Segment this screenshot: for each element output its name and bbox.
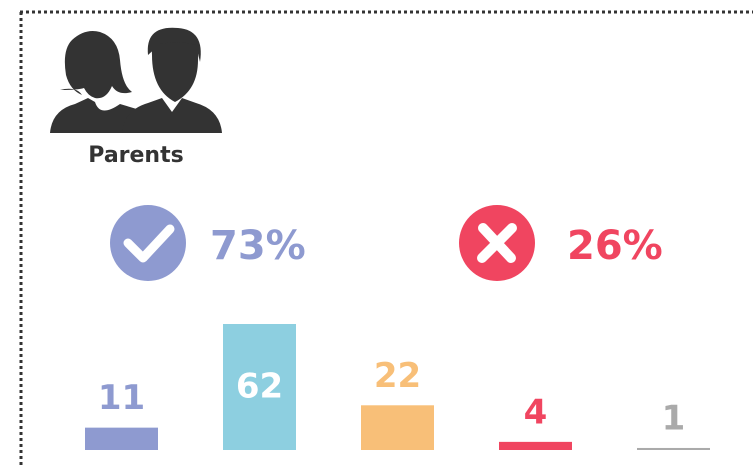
value-label: 62 — [236, 367, 283, 407]
parents-icon — [50, 27, 222, 133]
title: Parents — [88, 143, 183, 168]
check-icon — [110, 205, 186, 281]
bar — [361, 405, 434, 450]
bar — [499, 441, 572, 450]
value-label: 1 — [662, 398, 686, 438]
bar — [85, 427, 158, 450]
cross-mark — [477, 223, 517, 263]
value-label: 11 — [98, 378, 145, 418]
value-label: 4 — [524, 392, 548, 432]
summary-value: 26% — [567, 223, 663, 269]
bar — [637, 447, 710, 450]
summary-value: 73% — [210, 223, 306, 269]
value-label: 22 — [374, 356, 421, 396]
check-mark — [123, 224, 175, 263]
bar — [223, 324, 296, 450]
